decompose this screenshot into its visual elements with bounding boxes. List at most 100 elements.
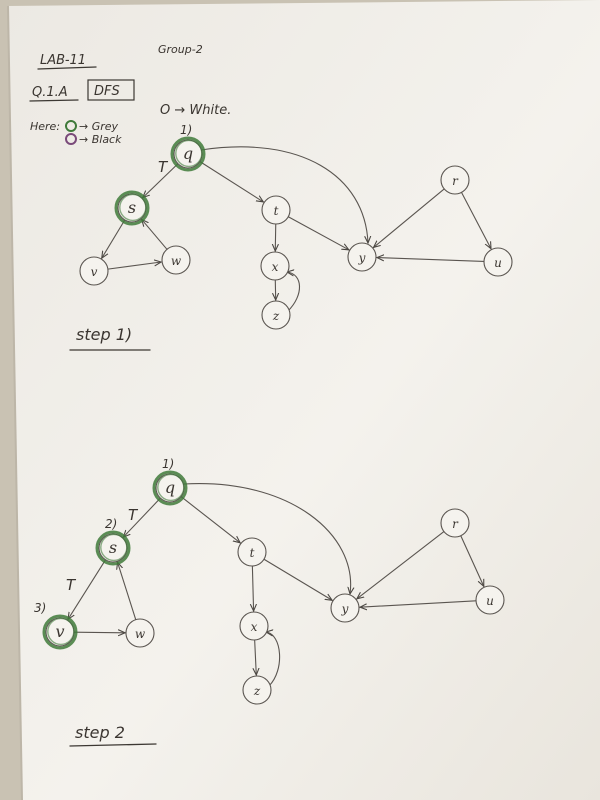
group-title: Group-2 (158, 43, 203, 56)
legend-here: Here: (30, 120, 60, 133)
edge-r-y (374, 188, 445, 248)
node-label: v (91, 265, 98, 279)
step-caption: step 1) (76, 325, 132, 344)
edge-r-u (460, 191, 492, 248)
edge-t-y (263, 558, 332, 600)
node-circle (125, 618, 155, 648)
node-circle (440, 508, 470, 538)
legend-grey: → Grey (79, 120, 119, 133)
black-marker-swatch (65, 133, 77, 145)
node-label: r (452, 517, 459, 531)
lab-title: LAB-11 (40, 53, 86, 68)
tree-edge-label: T (128, 506, 139, 524)
grey-marker-ring (152, 470, 188, 506)
question-id: Q.1.A (32, 85, 68, 100)
discovery-time: 1) (162, 457, 174, 471)
edge-t-y (287, 216, 349, 250)
node-circle (347, 242, 377, 272)
node-circle (242, 675, 272, 705)
node-r: r (440, 508, 470, 538)
node-label: t (274, 204, 279, 218)
step-caption: step 2 (75, 723, 125, 742)
node-label: s (109, 538, 117, 557)
node-label: x (251, 620, 258, 634)
edge-q-y (183, 483, 351, 594)
node-label: z (272, 309, 280, 323)
node-label: r (452, 174, 459, 188)
legend-white: O → White. (160, 103, 231, 118)
node-circle (260, 251, 290, 281)
edge-r-u (460, 535, 485, 587)
node-q: q 1) (152, 457, 188, 506)
edge-z-x (266, 632, 281, 687)
edge-w-s (142, 219, 168, 250)
grey-marker-inner (100, 533, 128, 562)
grey-marker-ring (42, 614, 78, 650)
node-label: w (135, 627, 146, 641)
grey-marker-inner (119, 193, 147, 222)
tree-edge-label: T (158, 158, 169, 176)
node-label: t (250, 546, 255, 560)
discovery-time: 3) (34, 601, 46, 615)
node-circle (237, 537, 267, 567)
node-s: s 2) (95, 517, 131, 566)
node-circle (239, 611, 269, 641)
node-y: y (330, 593, 360, 623)
node-label: v (55, 622, 64, 641)
edge-q-y (200, 146, 368, 243)
question-underline (29, 99, 79, 102)
step1-graph: Tq 1) s v w t x z y r u step 1) (69, 123, 513, 351)
node-v: v (79, 256, 109, 286)
node-z: z (261, 300, 291, 330)
paper-sheet (8, 0, 600, 800)
algorithm-label: DFS (94, 84, 120, 99)
node-label: x (272, 260, 279, 274)
discovery-time: 1) (180, 123, 192, 137)
node-circle (483, 247, 513, 277)
grey-marker-ring (114, 190, 150, 226)
node-label: s (128, 198, 136, 217)
edge-q-s (143, 163, 179, 198)
edge-x-z (255, 639, 257, 675)
node-label: y (341, 602, 349, 616)
grey-marker-inner (157, 473, 185, 502)
node-label: w (171, 254, 182, 268)
node-label: z (253, 684, 261, 698)
node-v: v 3) (34, 601, 78, 650)
node-w: w (161, 245, 191, 275)
node-z: z (242, 675, 272, 705)
node-circle (79, 256, 109, 286)
page-header: LAB-11 Group-2 Q.1.A DFS O → White. Here… (29, 43, 231, 146)
edge-q-s (123, 497, 161, 537)
edge-u-y (377, 258, 485, 263)
step2-graph: T Tq 1) s 2) v 3) w t x z y r u step 2 (34, 457, 505, 747)
node-circle (161, 245, 191, 275)
grey-marker-swatch (65, 120, 77, 132)
legend-black: → Black (79, 133, 122, 146)
node-label: y (358, 251, 366, 265)
edge-s-v (102, 219, 126, 258)
node-label: u (494, 256, 502, 270)
node-q: q 1) (170, 123, 206, 172)
node-s: s (114, 190, 150, 226)
tree-edge-label: T (66, 576, 77, 594)
node-label: q (183, 144, 193, 163)
node-circle (330, 593, 360, 623)
edge-q-t (199, 160, 264, 202)
node-circle (475, 585, 505, 615)
edge-q-t (180, 496, 240, 543)
node-r: r (440, 165, 470, 195)
grey-marker-ring (95, 530, 131, 566)
node-x: x (260, 251, 290, 281)
dfs-diagrams: Tq 1) s v w t x z y r u step 1) T Tq 1) s 2) v 3) w t x z y r u st… (34, 123, 513, 747)
edge-v-w (73, 632, 125, 633)
node-t: t (261, 195, 291, 225)
node-circle (440, 165, 470, 195)
node-x: x (239, 611, 269, 641)
node-label: u (486, 594, 494, 608)
edge-s-v (68, 559, 107, 619)
grey-marker-ring (170, 136, 206, 172)
node-t: t (237, 537, 267, 567)
grey-marker-inner (175, 139, 203, 168)
node-w: w (125, 618, 155, 648)
